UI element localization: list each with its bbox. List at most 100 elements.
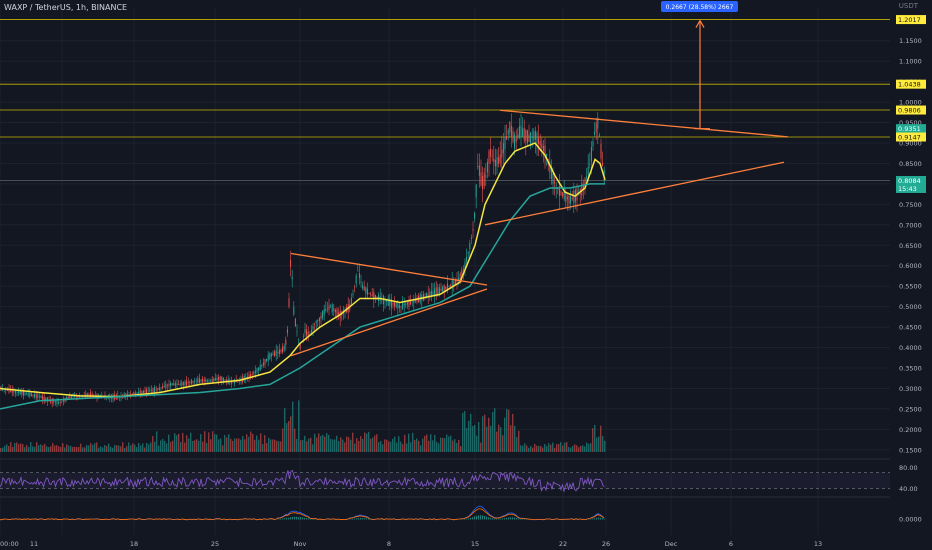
candle-body xyxy=(18,391,20,394)
candle-body xyxy=(483,172,485,187)
candle-body xyxy=(514,134,516,149)
price-label-1.2017: 1.2017 xyxy=(896,15,926,25)
candle-body xyxy=(307,331,309,336)
candle-body xyxy=(563,191,565,200)
volume-bar xyxy=(40,444,42,452)
candle-body xyxy=(259,364,261,371)
candle-body xyxy=(291,276,293,280)
volume-bar xyxy=(542,447,544,452)
candle-body xyxy=(325,309,327,311)
trendline-4 xyxy=(484,161,785,226)
candle-body xyxy=(205,379,207,383)
candle-body xyxy=(304,329,306,334)
volume-bar xyxy=(4,445,6,452)
volume-bar xyxy=(560,442,562,452)
candle-body xyxy=(368,293,370,294)
volume-bar xyxy=(440,437,442,452)
volume-bar xyxy=(172,440,174,452)
price-label-bg xyxy=(896,79,926,89)
candle-body xyxy=(208,380,210,382)
price-label-bg xyxy=(896,15,926,25)
volume-bar xyxy=(422,438,424,452)
time-tick-label: 18 xyxy=(130,540,138,548)
candle-body xyxy=(131,393,133,395)
candle-body xyxy=(210,380,212,382)
volume-bar xyxy=(68,445,70,452)
macd-histogram-bar xyxy=(510,517,512,520)
volume-bar xyxy=(220,438,222,452)
candle-body xyxy=(400,305,402,307)
candle-body xyxy=(194,380,196,382)
time-tick-label: 25 xyxy=(211,540,219,548)
volume-bar xyxy=(556,444,558,452)
candle-body xyxy=(195,380,197,382)
volume-bar xyxy=(484,414,486,452)
candle-body xyxy=(37,394,39,398)
candle-body xyxy=(536,132,538,144)
volume-bar xyxy=(234,438,236,452)
candle-body xyxy=(130,393,132,396)
candle-body xyxy=(405,303,407,306)
price-tick-label: 0.2000 xyxy=(899,426,922,434)
candle-body xyxy=(472,229,474,231)
macd-histogram-bar xyxy=(486,516,488,520)
volume-bar xyxy=(472,426,474,452)
volume-bar xyxy=(196,439,198,452)
volume-bar xyxy=(12,446,14,452)
volume-bar xyxy=(72,446,74,452)
candle-body xyxy=(509,121,511,133)
macd-histogram-bar xyxy=(518,518,520,520)
candle-body xyxy=(408,299,410,307)
candle-body xyxy=(179,383,181,386)
volume-bar xyxy=(336,435,338,452)
macd-histogram-bar xyxy=(480,515,482,520)
volume-bar xyxy=(282,428,284,452)
volume-bar xyxy=(400,441,402,452)
candle-body xyxy=(296,331,298,332)
volume-bar xyxy=(90,443,92,452)
candle-body xyxy=(133,392,135,396)
volume-bar xyxy=(170,441,172,452)
volume-bar xyxy=(516,437,518,452)
volume-bar xyxy=(344,442,346,452)
volume-bar xyxy=(342,439,344,452)
price-label-0.9806: 0.9806 xyxy=(896,105,926,115)
volume-bar xyxy=(564,442,566,452)
candle-body xyxy=(42,395,44,400)
volume-bar xyxy=(70,445,72,452)
volume-bar xyxy=(104,445,106,452)
candle-body xyxy=(256,368,258,373)
volume-bar xyxy=(532,447,534,452)
candle-body xyxy=(453,281,455,285)
candle-body xyxy=(14,389,16,394)
candle-body xyxy=(293,306,295,315)
candle-body xyxy=(454,279,456,284)
candle-body xyxy=(427,294,429,297)
candle-body xyxy=(387,297,389,306)
candle-body xyxy=(294,318,296,327)
volume-bar xyxy=(272,439,274,452)
candle-body xyxy=(507,130,509,135)
volume-bar xyxy=(388,441,390,452)
volume-bar xyxy=(374,435,376,452)
volume-bar xyxy=(122,442,124,452)
candle-body xyxy=(61,401,63,403)
volume-bar xyxy=(46,446,48,452)
volume-bar xyxy=(436,441,438,452)
candle-body xyxy=(35,393,37,398)
volume-bar xyxy=(432,440,434,452)
volume-bar xyxy=(94,443,96,452)
volume-bar xyxy=(428,440,430,452)
candle-body xyxy=(406,302,408,305)
volume-bar xyxy=(438,443,440,452)
volume-bar xyxy=(38,445,40,452)
volume-bar xyxy=(32,446,34,452)
candle-body xyxy=(171,383,173,386)
macd-histogram-bar xyxy=(368,518,370,520)
volume-bar xyxy=(552,442,554,452)
volume-bar xyxy=(506,408,508,452)
candle-body xyxy=(178,384,180,385)
candle-body xyxy=(480,172,482,186)
